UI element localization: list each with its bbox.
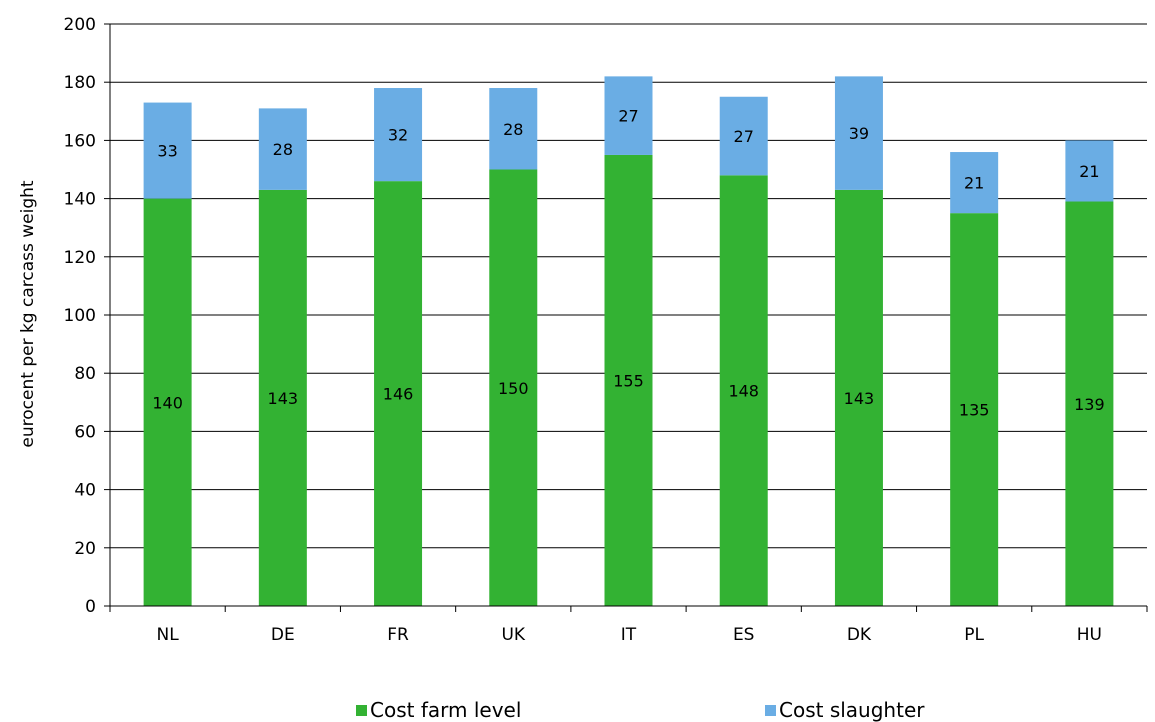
bar-segment-slaughter <box>258 108 307 190</box>
bar-segment-farm <box>719 175 768 606</box>
bar-segment-farm <box>258 189 307 606</box>
x-tick-label: PL <box>964 625 984 645</box>
x-tick-label: ES <box>733 625 755 645</box>
data-label: 146 <box>383 385 414 404</box>
y-tick-label: 20 <box>74 539 96 559</box>
axes <box>104 23 1148 612</box>
data-label: 155 <box>613 371 644 390</box>
data-label: 148 <box>728 382 759 401</box>
bar-segment-farm <box>604 154 653 606</box>
data-label: 135 <box>959 401 990 420</box>
bar-segment-slaughter <box>719 96 768 176</box>
x-tick-label: IT <box>621 625 637 645</box>
data-label: 33 <box>157 142 177 161</box>
bar-segment-farm <box>1065 201 1114 606</box>
y-axis-title: eurocent per kg carcass weight <box>18 180 38 447</box>
legend-swatch <box>765 705 776 716</box>
x-tick-label: UK <box>501 625 525 645</box>
y-tick-label: 140 <box>64 190 96 210</box>
data-labels: 140 33 143 28 146 32 150 28 155 27 148 27 143 39 135 21… <box>152 107 1104 420</box>
y-tick-label: 60 <box>74 422 96 442</box>
bar-segment-farm <box>834 189 883 606</box>
data-label: 39 <box>849 124 869 143</box>
y-tick-label: 120 <box>64 248 96 268</box>
y-tick-label: 180 <box>64 73 96 93</box>
legend-item: Cost farm level <box>356 698 521 722</box>
bar-segment-slaughter <box>489 88 538 170</box>
y-tick-label: 200 <box>64 15 96 35</box>
data-label: 139 <box>1074 395 1105 414</box>
legend-swatch <box>356 705 367 716</box>
y-tick-label: 40 <box>74 481 96 501</box>
bars <box>143 76 1114 606</box>
data-label: 27 <box>618 107 638 126</box>
y-tick-label: 100 <box>64 306 96 326</box>
x-tick-label: HU <box>1077 625 1102 645</box>
data-label: 150 <box>498 379 529 398</box>
bar-segment-farm <box>374 181 423 606</box>
legend: Cost farm level Cost slaughter <box>356 698 925 722</box>
data-label: 21 <box>964 174 984 193</box>
data-label: 140 <box>152 393 183 412</box>
y-tick-label: 80 <box>74 364 96 384</box>
data-label: 143 <box>844 389 875 408</box>
data-label: 21 <box>1079 162 1099 181</box>
x-tick-label: FR <box>387 625 409 645</box>
y-tick-label: 160 <box>64 131 96 151</box>
bar-segment-farm <box>950 213 999 606</box>
x-tick-label: DK <box>847 625 872 645</box>
y-tick-labels: 0 20 40 60 80 100 120 140 160 180 200 <box>64 15 96 617</box>
bar-segment-farm <box>143 198 192 606</box>
bar-segment-slaughter <box>834 76 883 190</box>
x-tick-label: NL <box>157 625 180 645</box>
x-tick-label: DE <box>271 625 295 645</box>
bar-segment-slaughter <box>374 88 423 182</box>
data-label: 28 <box>273 140 293 159</box>
data-label: 27 <box>734 127 754 146</box>
legend-item: Cost slaughter <box>765 698 925 722</box>
bar-segment-slaughter <box>143 102 192 199</box>
data-label: 32 <box>388 126 408 145</box>
legend-label: Cost slaughter <box>779 698 925 722</box>
bar-segment-slaughter <box>604 76 653 155</box>
bar-segment-slaughter <box>950 152 999 214</box>
x-tick-labels: NL DE FR UK IT ES DK PL HU <box>157 625 1102 645</box>
bar-segment-slaughter <box>1065 140 1114 202</box>
bar-segment-farm <box>489 169 538 606</box>
y-tick-label: 0 <box>85 597 96 617</box>
legend-label: Cost farm level <box>370 698 521 722</box>
data-label: 143 <box>268 389 299 408</box>
data-label: 28 <box>503 120 523 139</box>
